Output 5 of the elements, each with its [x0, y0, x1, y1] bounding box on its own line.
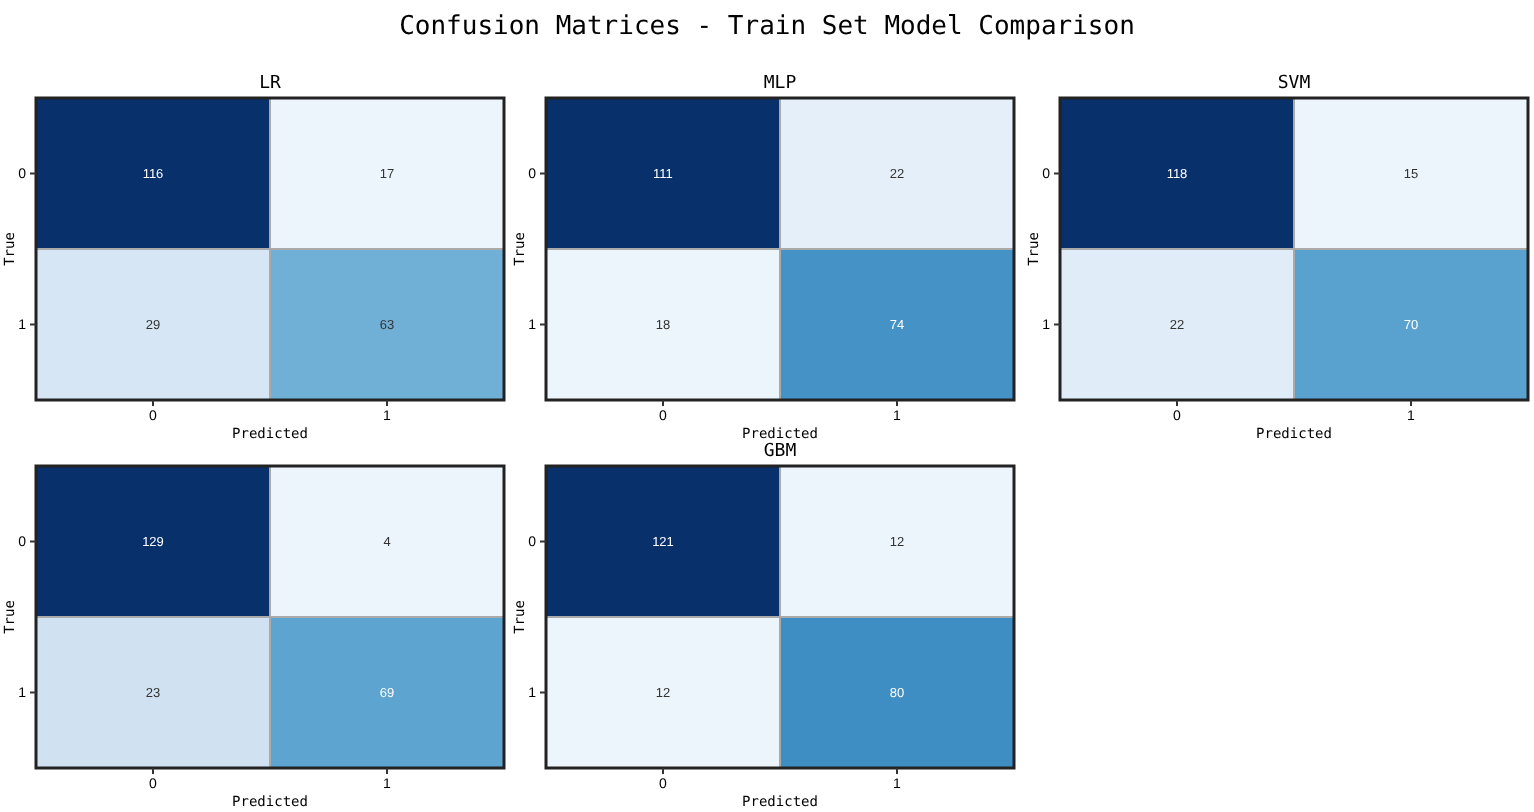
chart-title: MLP: [763, 74, 798, 94]
text: Confusion Matrices - Train Set Model Comparison: [399, 12, 1135, 42]
chart-title: LR: [259, 74, 282, 94]
chart-title: GBM: [763, 442, 798, 462]
chart-title: SVM: [1277, 74, 1312, 94]
